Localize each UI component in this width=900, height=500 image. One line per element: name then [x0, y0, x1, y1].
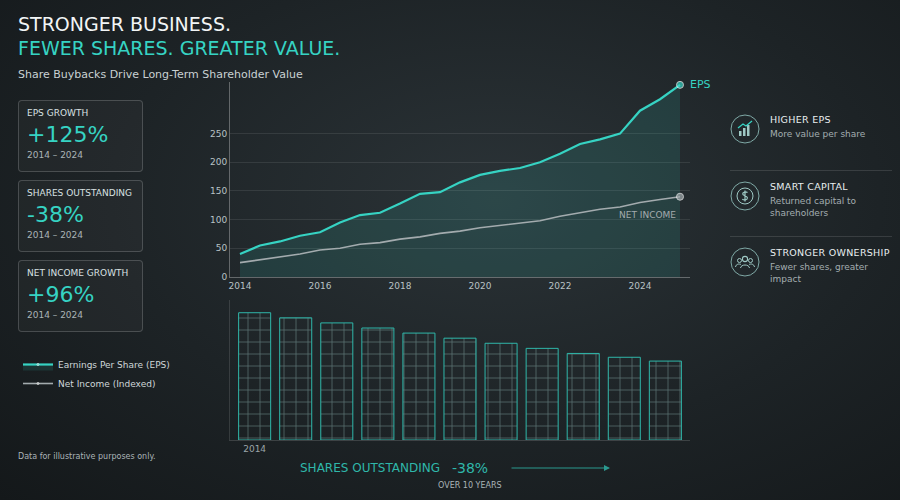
html-text:STRONGER OWNERSHIP: STRONGER OWNERSHIP [770, 247, 890, 258]
html-text:HIGHER EPS: HIGHER EPS [770, 114, 831, 125]
svg-text:EPS: EPS [690, 78, 711, 91]
html-text:-38%: -38% [27, 202, 84, 227]
svg-text:100: 100 [210, 215, 227, 225]
html-text:Returned capital to shareholde: Returned capital to shareholders [770, 196, 857, 218]
svg-text:2018: 2018 [389, 281, 412, 291]
svg-text:2020: 2020 [469, 281, 492, 291]
svg-text:2024: 2024 [629, 281, 652, 291]
html-text:2014 – 2024: 2014 – 2024 [27, 230, 83, 240]
svg-text:2014: 2014 [243, 444, 266, 454]
svg-text:150: 150 [210, 186, 227, 196]
svg-text:2014: 2014 [229, 281, 252, 291]
svg-text:Net Income (Indexed): Net Income (Indexed) [58, 379, 155, 389]
html-text:EPS GROWTH: EPS GROWTH [27, 108, 89, 118]
svg-text:NET INCOME: NET INCOME [619, 210, 676, 220]
html-text:More value per share: More value per share [770, 129, 866, 139]
html-text:2014 – 2024: 2014 – 2024 [27, 310, 83, 320]
html-text:Fewer shares, greater impact: Fewer shares, greater impact [770, 262, 869, 284]
html-text:FEWER SHARES. GREATER VALUE.: FEWER SHARES. GREATER VALUE. [18, 37, 341, 59]
html-text:SMART CAPITAL: SMART CAPITAL [770, 181, 848, 192]
html-text:SHARES OUTSTANDING: SHARES OUTSTANDING [27, 188, 132, 198]
html-text:+125%: +125% [27, 122, 109, 147]
svg-text:-38%: -38% [452, 460, 488, 476]
svg-text:SHARES OUTSTANDING: SHARES OUTSTANDING [300, 461, 440, 475]
svg-text:50: 50 [216, 243, 228, 253]
html-text:NET INCOME GROWTH: NET INCOME GROWTH [27, 268, 129, 278]
svg-text:2022: 2022 [549, 281, 572, 291]
html-text:2014 – 2024: 2014 – 2024 [27, 150, 83, 160]
svg-text:200: 200 [210, 157, 227, 167]
svg-text:2016: 2016 [309, 281, 332, 291]
svg-text:250: 250 [210, 129, 227, 139]
svg-text:Earnings Per Share (EPS): Earnings Per Share (EPS) [58, 360, 170, 370]
html-text:+96%: +96% [27, 282, 95, 307]
svg-text:0: 0 [221, 272, 227, 282]
html-text:STRONGER BUSINESS.: STRONGER BUSINESS. [18, 13, 231, 35]
html-text:Data for illustrative purposes: Data for illustrative purposes only. [18, 452, 156, 461]
svg-text:OVER 10 YEARS: OVER 10 YEARS [438, 481, 502, 490]
html-text:Share Buybacks Drive Long-Term: Share Buybacks Drive Long-Term Sharehold… [18, 68, 303, 81]
